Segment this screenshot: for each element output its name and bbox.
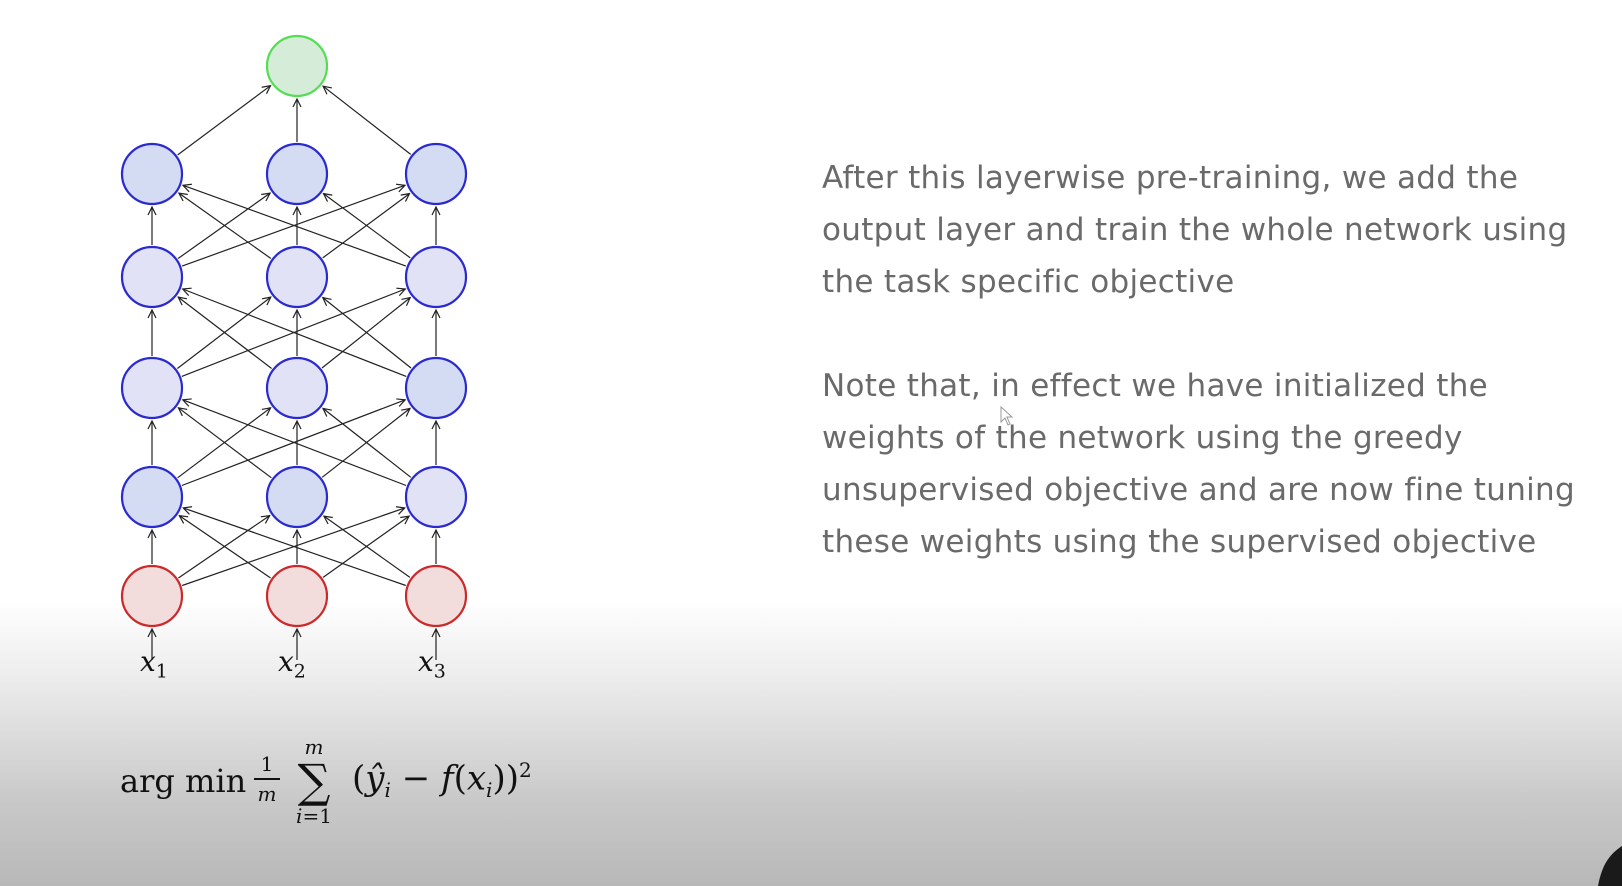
- mouse-cursor-icon: [1000, 406, 1014, 426]
- edge-hidden1-2-to-hidden2-1: [178, 408, 272, 479]
- edge-input-3-to-hidden1-1: [183, 508, 406, 587]
- edge-hidden2-3-to-hidden3-1: [183, 289, 407, 377]
- hidden2-node-2: [265, 356, 329, 420]
- edge-hidden4-3-to-output: [323, 86, 412, 155]
- explanation-text: After this layerwise pre-training, we ad…: [822, 152, 1612, 620]
- formula-operator: arg min: [120, 762, 247, 800]
- hidden4-node-1: [120, 142, 184, 206]
- input-node-3: [404, 564, 468, 628]
- input-node-1: [120, 564, 184, 628]
- hidden1-node-3: [404, 465, 468, 529]
- hidden2-node-3: [404, 356, 468, 420]
- formula-fraction: 1 m: [254, 752, 280, 806]
- formula-expression: (ŷi − f(xi))2: [352, 758, 532, 803]
- formula-summation: m ∑ i=1: [296, 735, 332, 828]
- edge-hidden2-3-to-hidden3-2: [323, 298, 412, 369]
- edge-hidden3-3-to-hidden4-2: [324, 194, 411, 259]
- hidden3-node-1: [120, 245, 184, 309]
- input-node-2: [265, 564, 329, 628]
- nodes-group: [120, 34, 468, 628]
- hidden4-node-3: [404, 142, 468, 206]
- hidden1-node-2: [265, 465, 329, 529]
- input-label-x2: x2: [278, 645, 306, 683]
- hidden3-node-2: [265, 245, 329, 309]
- edge-hidden1-3-to-hidden2-2: [323, 408, 412, 478]
- presenter-silhouette: [1598, 846, 1622, 886]
- edge-hidden3-3-to-hidden4-1: [183, 185, 407, 267]
- edge-hidden2-2-to-hidden3-1: [178, 297, 272, 369]
- edge-input-2-to-hidden1-1: [179, 516, 271, 579]
- network-diagram: [120, 34, 468, 660]
- objective-formula: arg min 1 m m ∑ i=1 (ŷi − f(xi))2: [120, 736, 580, 832]
- input-label-x1: x1: [140, 645, 168, 683]
- output-node: [265, 34, 329, 98]
- hidden4-node-2: [265, 142, 329, 206]
- paragraph-initialization: Note that, in effect we have initialized…: [822, 368, 1575, 560]
- edge-input-3-to-hidden1-2: [324, 516, 411, 578]
- edges-group: [152, 86, 436, 660]
- hidden3-node-3: [404, 245, 468, 309]
- hidden2-node-1: [120, 356, 184, 420]
- edge-hidden1-3-to-hidden2-1: [183, 400, 407, 487]
- edge-hidden4-1-to-output: [177, 86, 271, 156]
- input-label-x3: x3: [418, 645, 446, 683]
- hidden1-node-1: [120, 465, 184, 529]
- edge-hidden3-2-to-hidden4-1: [179, 193, 272, 259]
- paragraph-pretraining: After this layerwise pre-training, we ad…: [822, 160, 1568, 300]
